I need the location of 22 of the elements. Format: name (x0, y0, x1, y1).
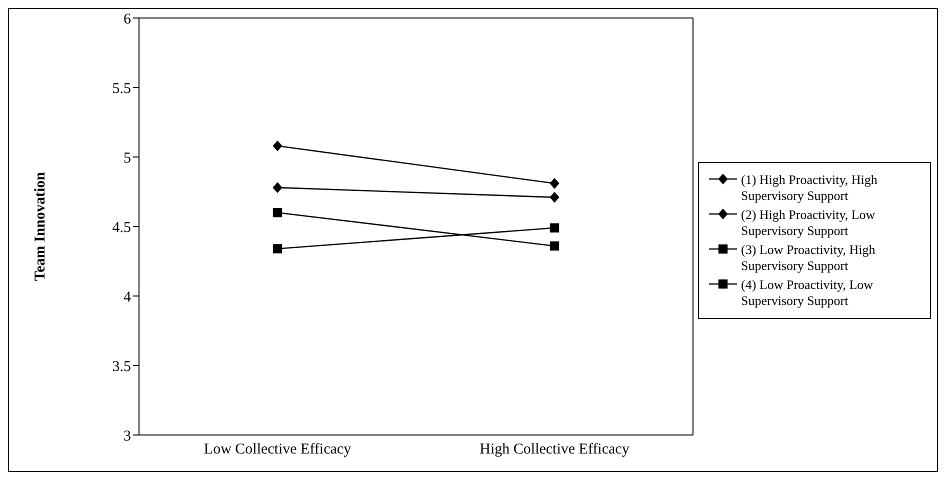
y-tick-label: 5.5 (112, 80, 131, 97)
point (272, 182, 282, 193)
point (272, 208, 282, 218)
y-tick-label: 4 (124, 289, 132, 306)
legend-label: (1) High Proactivity, High Supervisory Support (741, 172, 878, 204)
y-tick-label: 4.5 (112, 220, 131, 236)
point (550, 178, 560, 189)
y-tick-label: 5 (124, 150, 131, 166)
y-tick-label: 3.5 (112, 358, 131, 375)
point (550, 223, 560, 232)
legend-label: (4) Low Proactivity, Low Supervisory Support (741, 276, 874, 308)
point (272, 244, 282, 254)
point (550, 192, 560, 202)
point (550, 241, 560, 251)
legend-label: (2) High Proactivity, Low Supervisory Support (741, 206, 876, 238)
x-tick-label: Low Collective Efficacy (204, 442, 352, 458)
point (272, 140, 282, 151)
y-axis-title: Team Innovation (32, 171, 48, 282)
y-tick-label: 6 (124, 11, 132, 28)
y-tick-label: 3 (124, 428, 131, 444)
x-tick-label: High Collective Efficacy (480, 442, 630, 458)
legend-label: (3) Low Proactivity, High Supervisory Support (741, 242, 876, 274)
